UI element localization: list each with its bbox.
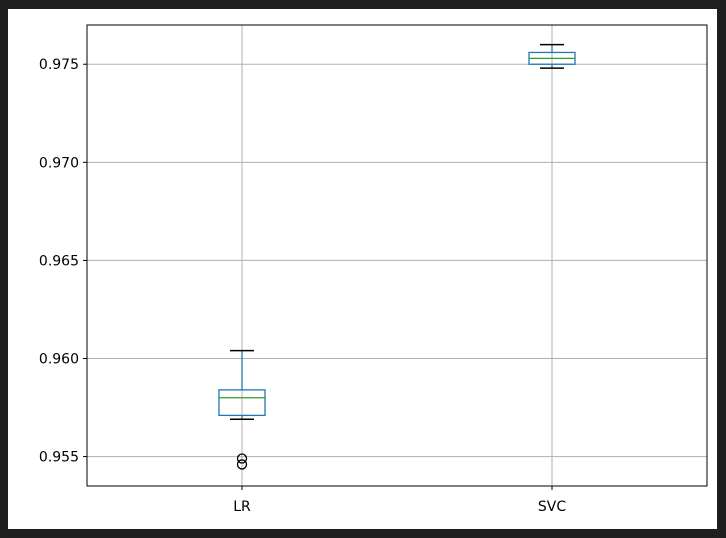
y-tick-label: 0.960 <box>39 351 79 367</box>
y-tick-label: 0.955 <box>39 450 79 466</box>
plot-frame <box>86 24 708 487</box>
x-axis: LR SVC <box>233 486 566 515</box>
outlier-point <box>236 459 248 470</box>
grid <box>87 25 707 486</box>
boxes <box>218 43 576 470</box>
box-lr <box>218 349 266 470</box>
box-iqr <box>218 389 266 417</box>
x-tick-label: LR <box>233 499 251 515</box>
y-axis: 0.955 0.960 0.965 0.970 0.975 <box>39 57 87 466</box>
y-tick-label: 0.965 <box>39 253 79 269</box>
x-tick-label: SVC <box>538 499 566 515</box>
outlier-point <box>236 453 248 464</box>
y-tick-label: 0.975 <box>39 57 79 73</box>
figure: 0.955 0.960 0.965 0.970 0.975 LR SVC <box>8 9 717 529</box>
box-svc <box>528 43 576 69</box>
y-tick-label: 0.970 <box>39 155 79 171</box>
boxplot-chart: 0.955 0.960 0.965 0.970 0.975 LR SVC <box>39 24 708 515</box>
